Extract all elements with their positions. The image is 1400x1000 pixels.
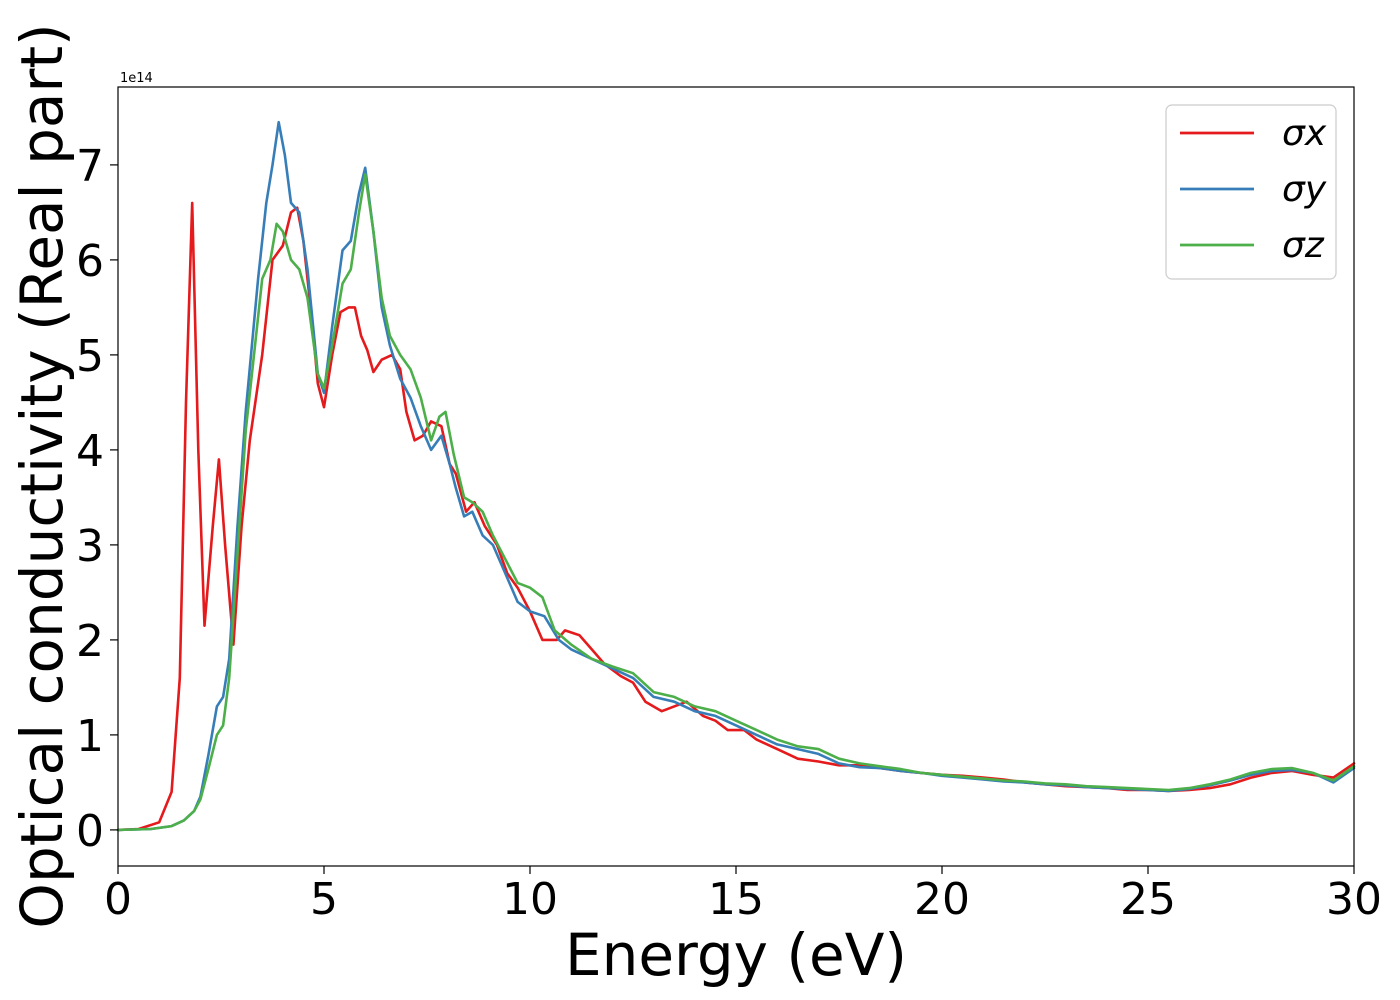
x-tick-label: 10: [502, 874, 558, 925]
y-tick-label: 1: [76, 711, 104, 762]
x-axis: 0 5 10 15 20 25 30: [104, 866, 1382, 925]
x-tick-label: 15: [708, 874, 764, 925]
y-offset-label: 1e14: [120, 71, 153, 86]
y-tick-label: 5: [76, 331, 104, 382]
x-tick-label: 0: [104, 874, 132, 925]
series-line-3: [116, 173, 1356, 832]
x-tick-label: 5: [310, 874, 338, 925]
series-line-1: [116, 201, 1356, 832]
y-axis-label: Optical conductivity (Real part): [8, 23, 76, 928]
x-axis-label: Energy (eV): [565, 921, 907, 989]
y-tick-label: 6: [76, 236, 104, 287]
legend-entry: σx: [1282, 113, 1327, 154]
legend-entry: σz: [1282, 225, 1325, 266]
x-tick-label: 30: [1326, 874, 1382, 925]
x-tick-label: 20: [914, 874, 970, 925]
legend-entry: σy: [1282, 169, 1327, 210]
y-tick-label: 7: [76, 141, 104, 192]
y-tick-label: 3: [76, 521, 104, 572]
y-tick-label: 0: [76, 806, 104, 857]
legend-box: [1165, 104, 1337, 280]
y-tick-label: 4: [76, 426, 104, 477]
x-tick-label: 25: [1120, 874, 1176, 925]
plot-lines: [116, 120, 1356, 832]
y-axis: 0 1 2 3 4 5 6 7: [76, 141, 118, 857]
y-tick-label: 2: [76, 616, 104, 667]
legend: σx σy σz: [1165, 104, 1337, 280]
